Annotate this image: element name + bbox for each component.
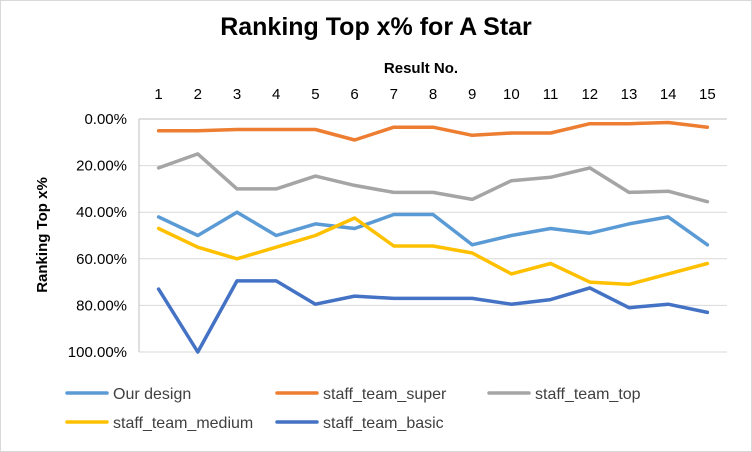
- x-tick-label: 9: [468, 86, 476, 103]
- legend-label: Our design: [113, 386, 191, 403]
- y-tick-label: 80.00%: [76, 297, 127, 314]
- x-tick-label: 13: [621, 86, 638, 103]
- x-tick-label: 12: [581, 86, 598, 103]
- legend-label: staff_team_basic: [323, 415, 444, 432]
- series-line: [156, 152, 710, 204]
- x-tick-label: 15: [699, 86, 716, 103]
- legend: Our design staff_team_super staff_team_top…: [65, 386, 641, 432]
- chart-title: Ranking Top x% for A Star: [220, 13, 532, 41]
- series-lines: [156, 120, 710, 354]
- x-tick-label: 2: [194, 86, 202, 103]
- series-line: [156, 279, 710, 354]
- y-tick-label: 0.00%: [84, 111, 127, 128]
- x-tick-label: 1: [154, 86, 162, 103]
- y-tick-label: 20.00%: [76, 158, 127, 175]
- y-tick-label: 100.00%: [68, 344, 127, 361]
- y-tick-label: 40.00%: [76, 204, 127, 221]
- x-tick-label: 6: [350, 86, 358, 103]
- legend-label: staff_team_top: [535, 386, 641, 403]
- x-tick-label: 10: [503, 86, 520, 103]
- legend-label: staff_team_super: [323, 386, 447, 403]
- y-tick-label: 60.00%: [76, 251, 127, 268]
- series-line: [156, 120, 710, 142]
- x-tick-label: 8: [429, 86, 437, 103]
- x-tick-label: 4: [272, 86, 280, 103]
- x-tick-label: 7: [390, 86, 398, 103]
- x-tick-label: 5: [311, 86, 319, 103]
- axes: 0.00%20.00%40.00%60.00%80.00%100.00%1 2 3 4…: [68, 86, 727, 361]
- x-tick-label: 11: [543, 86, 559, 103]
- x-axis-title: Result No.: [384, 60, 458, 77]
- series-line: [156, 210, 710, 247]
- series-line: [156, 216, 710, 287]
- legend-label: staff_team_medium: [113, 415, 253, 432]
- x-tick-label: 3: [233, 86, 241, 103]
- x-tick-label: 14: [660, 86, 677, 103]
- y-axis-title: Ranking Top x%: [34, 177, 51, 293]
